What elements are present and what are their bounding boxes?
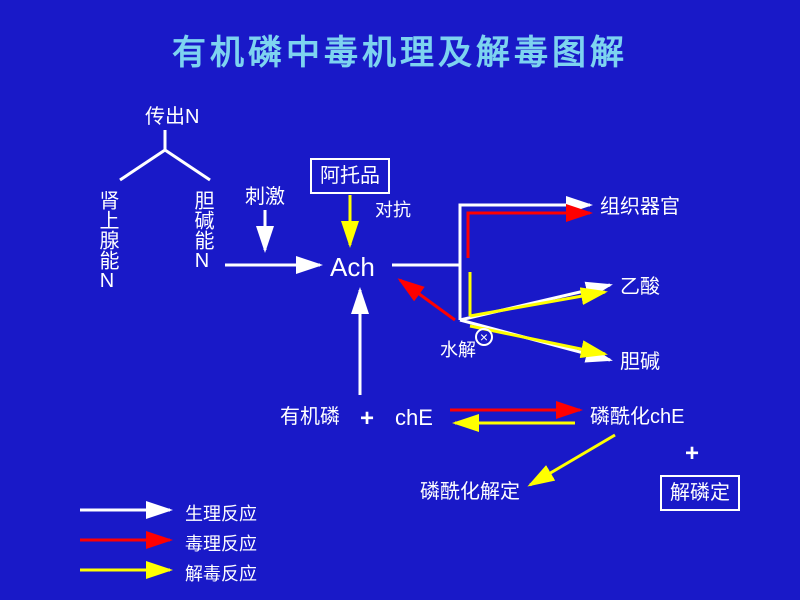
node-hydrolysis: 水解 <box>440 340 476 362</box>
node-atropine: 阿托品 <box>310 158 390 194</box>
node-choline: 胆碱 <box>620 350 660 374</box>
legend-antidote: 解毒反应 <box>185 560 257 586</box>
node-pralidoxime: 解磷定 <box>660 475 740 511</box>
node-tissue: 组织器官 <box>600 195 680 219</box>
node-cholinergic: 胆碱能N <box>190 190 214 272</box>
legend-antidote-label: 解毒反应 <box>185 560 257 586</box>
node-stimulate: 刺激 <box>245 185 285 209</box>
legend-physio: 生理反应 <box>185 500 257 526</box>
diagram-title: 有机磷中毒机理及解毒图解 <box>0 25 800 74</box>
legend-toxic: 毒理反应 <box>185 530 257 556</box>
block-symbol-icon: × <box>475 328 493 346</box>
node-phospho-det: 磷酰化解定 <box>420 480 520 504</box>
legend-physio-label: 生理反应 <box>185 500 257 526</box>
node-organophos: 有机磷 <box>280 405 340 429</box>
node-efferent-n: 传出N <box>145 105 199 129</box>
node-adrenal: 肾上腺能N <box>95 190 119 292</box>
node-phospho-che: 磷酰化chE <box>590 405 684 429</box>
plus-icon: + <box>360 405 374 433</box>
legend-toxic-label: 毒理反应 <box>185 530 257 556</box>
node-antagonize: 对抗 <box>375 200 411 222</box>
node-ach: Ach <box>330 252 375 283</box>
node-che: chE <box>395 405 433 431</box>
plus-icon: + <box>685 440 699 468</box>
node-acetic: 乙酸 <box>620 275 660 299</box>
